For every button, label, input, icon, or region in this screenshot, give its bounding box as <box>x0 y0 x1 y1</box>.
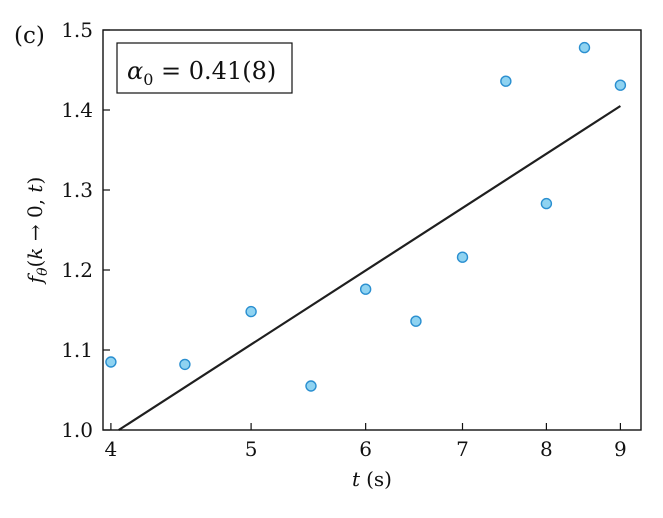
x-tick-label-8: 8 <box>540 437 553 461</box>
x-axis-label: t (s) <box>352 467 392 491</box>
data-point-7 <box>500 75 512 87</box>
data-point-0 <box>105 356 117 368</box>
data-point-10 <box>614 79 627 91</box>
annotation-text: α0 = 0.41(8) <box>127 57 276 89</box>
panel-label: (c) <box>14 23 45 49</box>
x-axis-label-var: t <box>352 467 361 491</box>
data-point-1 <box>179 358 191 371</box>
data-point-3 <box>305 380 317 392</box>
data-point-4 <box>359 283 372 295</box>
plot-area-frame <box>102 29 642 431</box>
annotation-subscript: 0 <box>143 70 153 89</box>
x-tick-label-5: 5 <box>245 437 258 461</box>
y-axis-label: fθ(k → 0, t) <box>23 177 51 286</box>
y-axis-label-arrow: → 0, <box>23 193 47 248</box>
data-point-8 <box>540 197 553 210</box>
y-axis-label-open: ( <box>23 260 47 268</box>
x-axis-label-unit: (s) <box>366 467 392 491</box>
y-axis-label-close: ) <box>23 177 47 185</box>
x-tick-label-4: 4 <box>105 437 118 461</box>
y-axis-label-theta: θ <box>35 267 51 276</box>
y-tick-label-1.4: 1.4 <box>61 98 93 122</box>
y-tick-label-1.1: 1.1 <box>61 338 93 362</box>
y-tick-label-1.3: 1.3 <box>61 178 93 202</box>
annotation-box-frame <box>116 42 293 94</box>
annotation-box: α0 = 0.41(8) <box>116 42 293 94</box>
annotation-symbol: α <box>127 57 143 85</box>
fit-line <box>118 105 621 431</box>
y-axis-label-t: t <box>23 184 47 193</box>
x-tick-label-7: 7 <box>456 437 469 461</box>
data-point-5 <box>410 315 422 327</box>
data-point-9 <box>578 41 591 54</box>
data-point-6 <box>456 251 469 263</box>
y-tick-label-1: 1.0 <box>61 418 93 442</box>
y-axis-label-k: k <box>23 248 47 260</box>
y-tick-label-1.2: 1.2 <box>61 258 93 282</box>
plot-layer: 4 5 6 7 8 9 1.0 1.1 1.2 1.3 1.4 1.5 <box>61 18 627 461</box>
x-tick-label-6: 6 <box>359 437 372 461</box>
annotation-value: = 0.41(8) <box>153 57 276 85</box>
x-tick-label-9: 9 <box>614 437 627 461</box>
data-point-2 <box>245 305 257 318</box>
y-tick-label-1.5: 1.5 <box>61 18 93 42</box>
